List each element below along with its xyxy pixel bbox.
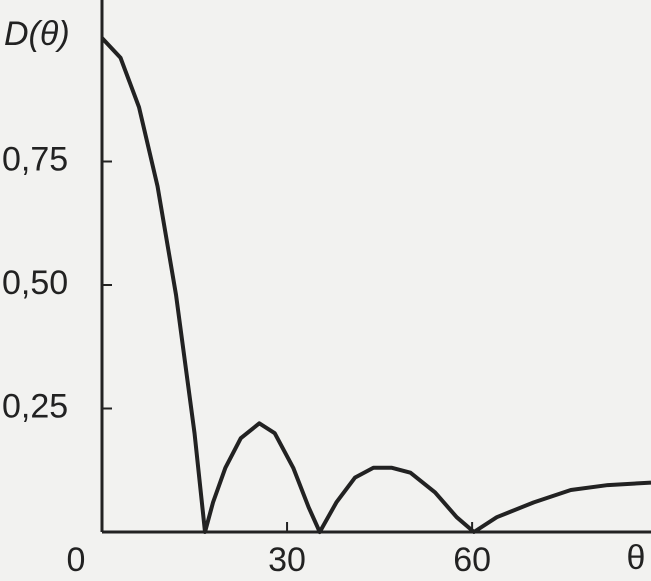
curve (100, 36, 651, 534)
y-axis-label: D(θ) (4, 15, 70, 53)
y-tick-label: 0,75 (2, 140, 68, 178)
x-tick-label: 60 (453, 541, 491, 579)
x-axis-label: θ (627, 539, 646, 577)
y-tick-label: 0,50 (2, 264, 68, 302)
y-tick-label: 0,25 (2, 387, 68, 425)
x-tick-label: 30 (268, 541, 306, 579)
x-tick-label: 0 (67, 541, 86, 579)
